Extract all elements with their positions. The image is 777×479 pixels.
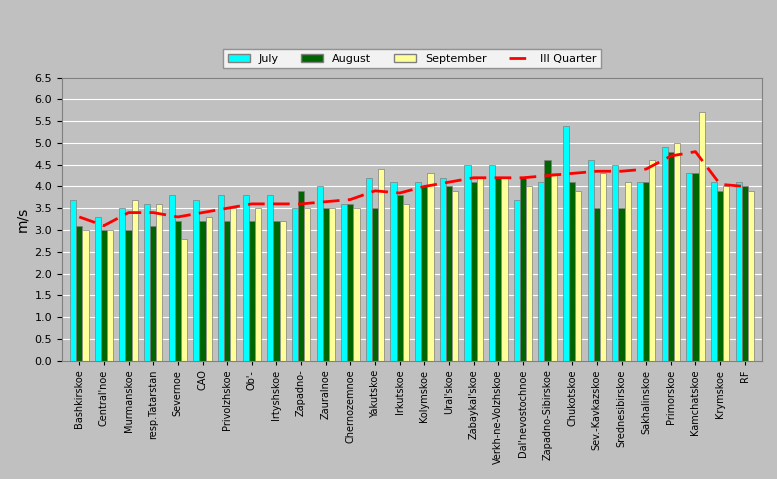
Bar — [538, 182, 545, 361]
Bar — [242, 195, 249, 361]
Bar — [594, 208, 600, 361]
Bar — [150, 226, 156, 361]
Bar — [501, 178, 507, 361]
Bar — [206, 217, 212, 361]
Bar — [101, 230, 107, 361]
Bar — [667, 152, 674, 361]
Bar — [255, 208, 261, 361]
Bar — [520, 178, 526, 361]
Bar — [600, 173, 606, 361]
Bar — [70, 200, 76, 361]
Bar — [402, 204, 409, 361]
Bar — [612, 165, 618, 361]
Bar — [661, 148, 667, 361]
Bar — [230, 208, 236, 361]
Bar — [489, 165, 495, 361]
Bar — [274, 221, 280, 361]
Bar — [200, 221, 206, 361]
Bar — [322, 208, 329, 361]
Bar — [427, 173, 434, 361]
Bar — [650, 160, 656, 361]
Bar — [551, 173, 557, 361]
Bar — [526, 186, 532, 361]
Bar — [107, 230, 113, 361]
Bar — [224, 221, 230, 361]
Bar — [692, 173, 699, 361]
Bar — [82, 230, 89, 361]
Bar — [747, 191, 754, 361]
Bar — [366, 178, 372, 361]
Bar — [181, 239, 187, 361]
Bar — [354, 208, 360, 361]
Bar — [587, 160, 594, 361]
Bar — [298, 191, 304, 361]
Bar — [563, 125, 569, 361]
Bar — [415, 182, 421, 361]
Bar — [396, 195, 402, 361]
Bar — [495, 178, 501, 361]
Bar — [674, 143, 680, 361]
Bar — [76, 226, 82, 361]
Bar — [218, 195, 224, 361]
Bar — [347, 204, 354, 361]
Bar — [736, 182, 742, 361]
Bar — [156, 204, 162, 361]
Bar — [465, 165, 471, 361]
Bar — [144, 204, 150, 361]
Bar — [95, 217, 101, 361]
Bar — [477, 178, 483, 361]
Bar — [120, 208, 126, 361]
Y-axis label: m/s: m/s — [15, 206, 29, 232]
Bar — [723, 186, 730, 361]
Bar — [421, 186, 427, 361]
Bar — [280, 221, 286, 361]
Bar — [267, 195, 274, 361]
Bar — [742, 186, 747, 361]
Bar — [193, 200, 200, 361]
Bar — [625, 182, 631, 361]
Bar — [169, 195, 175, 361]
Bar — [341, 204, 347, 361]
Bar — [452, 191, 458, 361]
Bar — [131, 200, 138, 361]
Legend: July, August, September, III Quarter: July, August, September, III Quarter — [223, 49, 601, 68]
Bar — [304, 208, 310, 361]
Bar — [316, 186, 322, 361]
Bar — [545, 160, 551, 361]
Bar — [175, 221, 181, 361]
Bar — [643, 182, 650, 361]
Bar — [699, 113, 705, 361]
Bar — [514, 200, 520, 361]
Bar — [575, 191, 581, 361]
Bar — [292, 208, 298, 361]
Bar — [329, 208, 335, 361]
Bar — [686, 173, 692, 361]
Bar — [372, 208, 378, 361]
Bar — [126, 230, 131, 361]
Bar — [378, 169, 385, 361]
Bar — [249, 221, 255, 361]
Bar — [391, 182, 396, 361]
Bar — [711, 182, 717, 361]
Bar — [440, 178, 446, 361]
Bar — [446, 186, 452, 361]
Bar — [717, 191, 723, 361]
Bar — [471, 182, 477, 361]
Bar — [618, 208, 625, 361]
Bar — [569, 182, 575, 361]
Bar — [637, 182, 643, 361]
